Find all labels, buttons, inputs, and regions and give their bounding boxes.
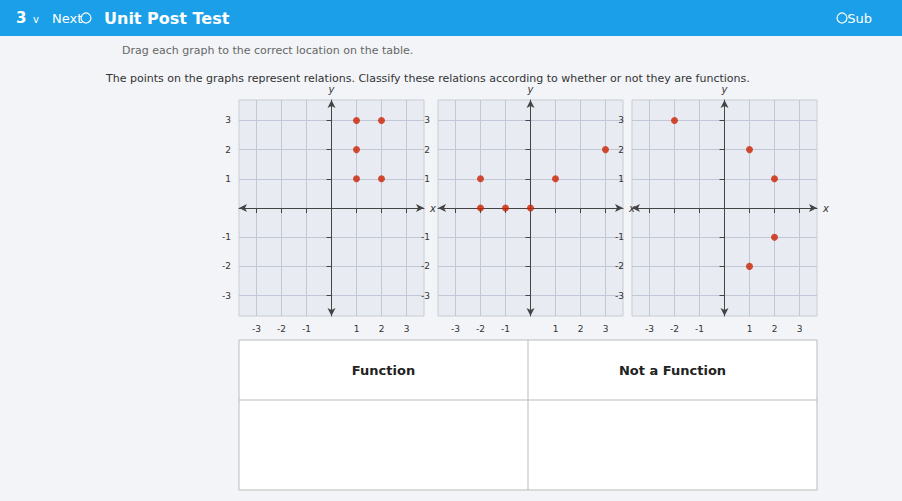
svg-text:Function: Function [352,363,415,378]
svg-text:The points on the graphs repre: The points on the graphs represent relat… [105,72,750,85]
svg-text:-1: -1 [222,232,231,242]
svg-text:Not a Function: Not a Function [619,363,726,378]
svg-text:-2: -2 [670,324,679,334]
svg-text:2: 2 [578,324,584,334]
svg-text:1: 1 [618,174,624,184]
svg-text:x: x [429,203,436,214]
svg-text:v: v [33,14,39,25]
svg-text:-1: -1 [421,232,430,242]
svg-text:-1: -1 [615,232,624,242]
svg-text:2: 2 [424,145,430,155]
svg-text:y: y [527,84,535,95]
svg-text:3: 3 [424,115,430,125]
svg-text:-3: -3 [222,291,231,301]
svg-text:3: 3 [618,115,624,125]
svg-text:-2: -2 [421,261,430,271]
svg-text:3: 3 [16,9,26,27]
svg-text:-3: -3 [615,291,624,301]
svg-text:1: 1 [553,324,559,334]
svg-text:Next: Next [52,11,82,26]
svg-text:-1: -1 [302,324,311,334]
svg-text:-2: -2 [476,324,485,334]
svg-text:3: 3 [797,324,803,334]
svg-text:1: 1 [354,324,360,334]
svg-text:Unit Post Test: Unit Post Test [104,9,230,28]
svg-text:-1: -1 [501,324,510,334]
svg-text:-3: -3 [252,324,261,334]
svg-text:-3: -3 [451,324,460,334]
svg-text:-3: -3 [645,324,654,334]
svg-text:-2: -2 [277,324,286,334]
svg-text:3: 3 [603,324,609,334]
svg-text:x: x [629,202,635,214]
svg-text:y: y [328,84,336,95]
svg-text:1: 1 [424,174,430,184]
svg-text:2: 2 [225,145,231,155]
svg-text:1: 1 [747,324,753,334]
svg-text:-1: -1 [695,324,704,334]
svg-text:1: 1 [225,174,231,184]
svg-text:y: y [721,84,729,95]
svg-text:x: x [822,203,829,214]
svg-text:-2: -2 [615,261,624,271]
svg-text:2: 2 [772,324,778,334]
svg-text:3: 3 [225,115,231,125]
svg-text:-2: -2 [222,261,231,271]
svg-text:Drag each graph to the correct: Drag each graph to the correct location … [122,44,413,57]
svg-text:-3: -3 [421,291,430,301]
svg-text:2: 2 [379,324,385,334]
svg-text:Sub: Sub [847,11,872,26]
svg-text:2: 2 [618,145,624,155]
svg-text:3: 3 [404,324,410,334]
